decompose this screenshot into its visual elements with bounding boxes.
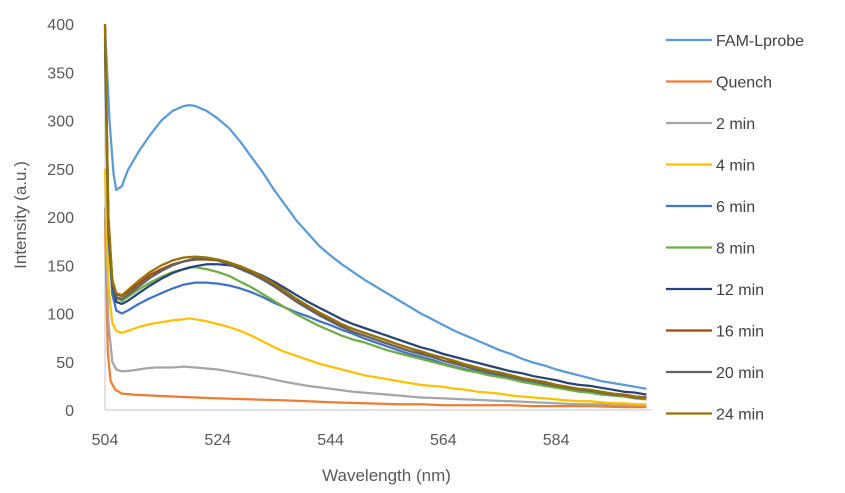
series-line	[103, 28, 647, 400]
y-tick-label: 400	[47, 17, 74, 34]
series-line	[103, 38, 647, 396]
series-lines	[103, 23, 647, 409]
y-tick-label: 0	[65, 403, 74, 420]
series-line	[103, 23, 647, 400]
legend-label: 6 min	[716, 199, 755, 216]
legend: FAM-Lprobe Quench 2 min 4 min 6 min 8 min 12 m…	[666, 33, 804, 424]
series-line	[103, 25, 647, 390]
legend-label: FAM-Lprobe	[716, 33, 804, 50]
x-tick-label: 544	[317, 432, 344, 449]
y-tick-label: 200	[47, 210, 74, 227]
axes	[104, 24, 652, 411]
x-tick-label: 524	[204, 432, 231, 449]
legend-label: 2 min	[716, 116, 755, 133]
series-line	[103, 207, 647, 407]
legend-label: 4 min	[716, 158, 755, 175]
x-tick-label: 504	[92, 432, 119, 449]
y-axis-title: Intensity (a.u.)	[11, 161, 30, 269]
legend-label: 24 min	[716, 407, 764, 424]
series-line	[103, 43, 647, 401]
y-tick-label: 250	[47, 162, 74, 179]
x-tick-labels: 504 524 544 564 584	[92, 432, 570, 449]
y-tick-label: 350	[47, 65, 74, 82]
y-tick-label: 50	[56, 355, 74, 372]
legend-label: 8 min	[716, 241, 755, 258]
series-line	[103, 216, 647, 409]
y-tick-label: 300	[47, 114, 74, 131]
x-tick-label: 564	[430, 432, 457, 449]
y-tick-label: 150	[47, 258, 74, 275]
series-line	[103, 168, 647, 406]
legend-label: Quench	[716, 75, 772, 92]
legend-label: 20 min	[716, 365, 764, 382]
y-tick-labels: 0 50 100 150 200 250 300 350 400	[47, 17, 74, 420]
x-tick-label: 584	[543, 432, 570, 449]
x-axis-title: Wavelength (nm)	[322, 466, 451, 485]
legend-label: 16 min	[716, 324, 764, 341]
legend-label: 12 min	[716, 282, 764, 299]
y-tick-label: 100	[47, 307, 74, 324]
